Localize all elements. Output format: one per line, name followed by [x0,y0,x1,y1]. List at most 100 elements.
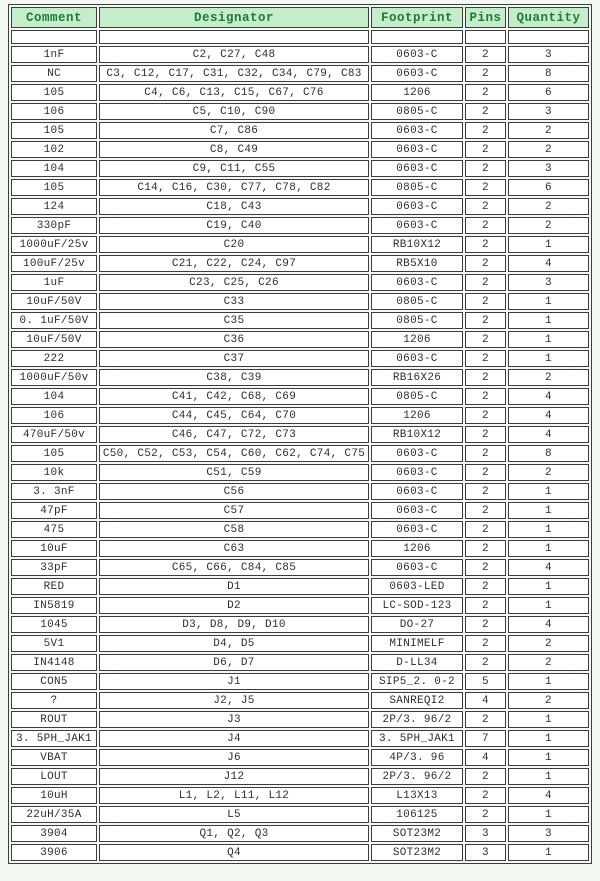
empty-cell [371,30,463,44]
table-row: 124 C18, C43 0603-C 2 2 [11,198,589,215]
cell-quantity: 4 [508,616,589,633]
cell-comment: 100uF/25v [11,255,97,272]
cell-footprint: 0805-C [371,103,463,120]
cell-designator: C44, C45, C64, C70 [99,407,369,424]
table-row: LOUT J12 2P/3. 96/2 2 1 [11,768,589,785]
cell-footprint: SOT23M2 [371,844,463,861]
cell-designator: C37 [99,350,369,367]
cell-comment: 10uF [11,540,97,557]
cell-quantity: 1 [508,844,589,861]
cell-designator: D4, D5 [99,635,369,652]
cell-pins: 2 [465,46,506,63]
table-row: 1nF C2, C27, C48 0603-C 2 3 [11,46,589,63]
cell-footprint: 106125 [371,806,463,823]
cell-designator: L1, L2, L11, L12 [99,787,369,804]
cell-pins: 2 [465,103,506,120]
cell-footprint: 1206 [371,540,463,557]
cell-quantity: 1 [508,768,589,785]
table-row: 1000uF/50v C38, C39 RB16X26 2 2 [11,369,589,386]
table-row: 106 C44, C45, C64, C70 1206 2 4 [11,407,589,424]
cell-comment: 105 [11,179,97,196]
cell-footprint: 3. 5PH_JAK1 [371,730,463,747]
cell-pins: 2 [465,787,506,804]
cell-designator: J4 [99,730,369,747]
cell-designator: C33 [99,293,369,310]
cell-footprint: 1206 [371,407,463,424]
cell-quantity: 2 [508,464,589,481]
cell-quantity: 2 [508,141,589,158]
cell-comment: 3906 [11,844,97,861]
cell-quantity: 6 [508,84,589,101]
table-row: 222 C37 0603-C 2 1 [11,350,589,367]
cell-footprint: L13X13 [371,787,463,804]
cell-designator: C46, C47, C72, C73 [99,426,369,443]
cell-pins: 2 [465,521,506,538]
cell-footprint: 0603-C [371,445,463,462]
cell-pins: 2 [465,635,506,652]
cell-designator: C8, C49 [99,141,369,158]
cell-comment: IN5819 [11,597,97,614]
cell-designator: C7, C86 [99,122,369,139]
cell-pins: 2 [465,198,506,215]
cell-footprint: 0603-C [371,502,463,519]
cell-comment: 330pF [11,217,97,234]
cell-quantity: 1 [508,540,589,557]
cell-comment: 1000uF/50v [11,369,97,386]
cell-comment: 10uF/50V [11,293,97,310]
cell-quantity: 1 [508,483,589,500]
cell-quantity: 1 [508,578,589,595]
cell-comment: 1nF [11,46,97,63]
cell-designator: C5, C10, C90 [99,103,369,120]
table-row: IN5819 D2 LC-SOD-123 2 1 [11,597,589,614]
cell-footprint: 0805-C [371,388,463,405]
cell-footprint: 4P/3. 96 [371,749,463,766]
cell-designator: C50, C52, C53, C54, C60, C62, C74, C75 [99,445,369,462]
cell-pins: 2 [465,711,506,728]
cell-quantity: 2 [508,198,589,215]
cell-footprint: 0603-C [371,122,463,139]
cell-comment: 3904 [11,825,97,842]
table-row: NC C3, C12, C17, C31, C32, C34, C79, C83 0… [11,65,589,82]
cell-quantity: 4 [508,559,589,576]
cell-pins: 2 [465,141,506,158]
cell-designator: C21, C22, C24, C97 [99,255,369,272]
cell-designator: C3, C12, C17, C31, C32, C34, C79, C83 [99,65,369,82]
cell-designator: C9, C11, C55 [99,160,369,177]
cell-pins: 4 [465,692,506,709]
cell-comment: ROUT [11,711,97,728]
cell-comment: 10uF/50V [11,331,97,348]
cell-footprint: 0603-C [371,160,463,177]
cell-designator: C58 [99,521,369,538]
cell-designator: J2, J5 [99,692,369,709]
cell-pins: 2 [465,350,506,367]
cell-quantity: 1 [508,312,589,329]
cell-quantity: 1 [508,673,589,690]
table-row: RED D1 0603-LED 2 1 [11,578,589,595]
cell-comment: 47pF [11,502,97,519]
empty-cell [465,30,506,44]
cell-comment: 102 [11,141,97,158]
empty-cell [508,30,589,44]
cell-designator: J1 [99,673,369,690]
empty-cell [11,30,97,44]
cell-pins: 2 [465,540,506,557]
table-row: VBAT J6 4P/3. 96 4 1 [11,749,589,766]
header-cell-pins: Pins [465,7,506,28]
cell-footprint: RB5X10 [371,255,463,272]
cell-pins: 2 [465,217,506,234]
cell-quantity: 1 [508,350,589,367]
empty-row [11,30,589,44]
cell-footprint: SIP5_2. 0-2 [371,673,463,690]
cell-quantity: 2 [508,654,589,671]
cell-quantity: 8 [508,445,589,462]
cell-pins: 2 [465,559,506,576]
cell-comment: LOUT [11,768,97,785]
table-row: 470uF/50v C46, C47, C72, C73 RB10X12 2 4 [11,426,589,443]
cell-pins: 2 [465,312,506,329]
cell-pins: 4 [465,749,506,766]
cell-pins: 2 [465,654,506,671]
cell-footprint: 0603-C [371,198,463,215]
cell-footprint: RB16X26 [371,369,463,386]
empty-cell [99,30,369,44]
cell-pins: 2 [465,236,506,253]
